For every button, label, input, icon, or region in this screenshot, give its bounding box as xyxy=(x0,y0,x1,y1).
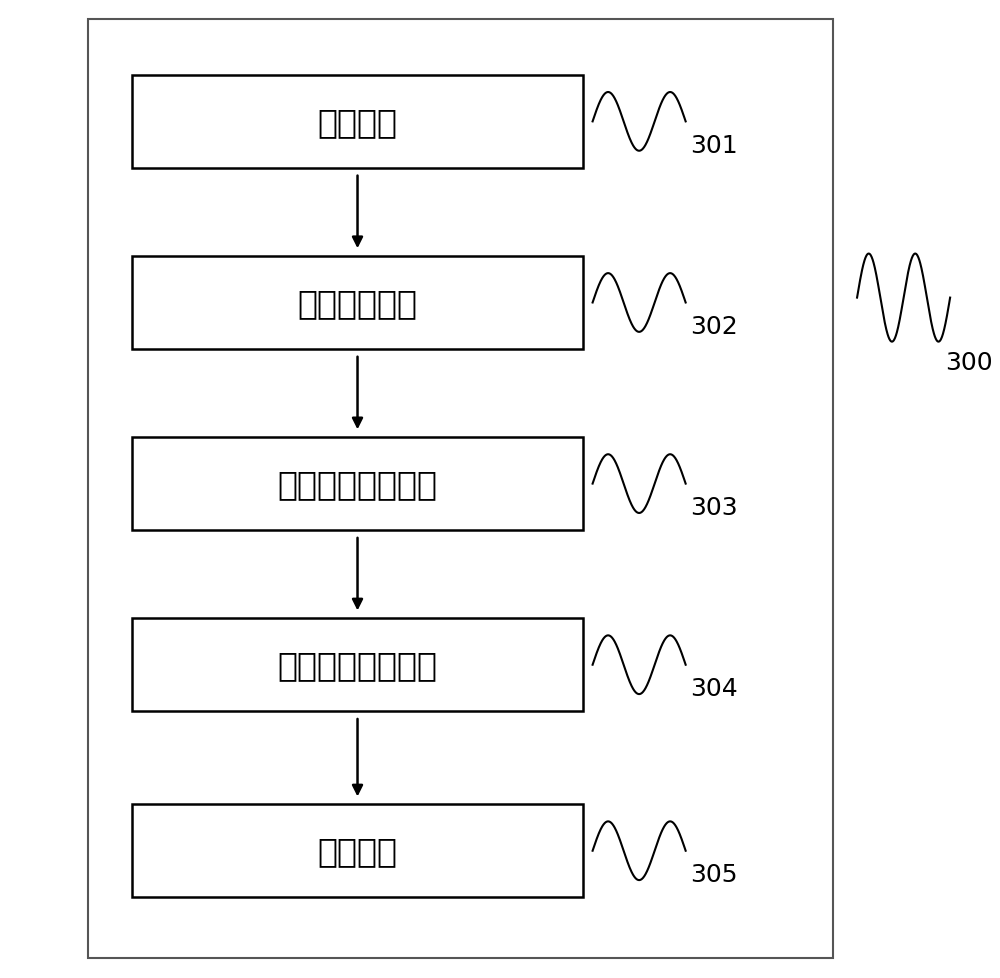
Text: 302: 302 xyxy=(691,315,738,338)
Text: 301: 301 xyxy=(691,134,738,157)
Bar xyxy=(88,20,833,958)
Text: 300: 300 xyxy=(945,351,993,375)
Text: 触摸图形识别模块: 触摸图形识别模块 xyxy=(278,467,438,501)
Text: 305: 305 xyxy=(691,863,738,886)
Bar xyxy=(132,804,583,898)
Bar xyxy=(132,438,583,530)
Text: 303: 303 xyxy=(691,496,738,519)
Bar xyxy=(132,618,583,712)
Bar xyxy=(132,257,583,350)
Text: 触摸轨迹形成模块: 触摸轨迹形成模块 xyxy=(278,648,438,682)
Text: 304: 304 xyxy=(691,677,738,700)
Text: 显示模块: 显示模块 xyxy=(318,834,398,867)
Text: 扫描模块: 扫描模块 xyxy=(318,106,398,139)
Text: 数据接收模块: 数据接收模块 xyxy=(298,287,418,320)
Bar xyxy=(132,76,583,168)
